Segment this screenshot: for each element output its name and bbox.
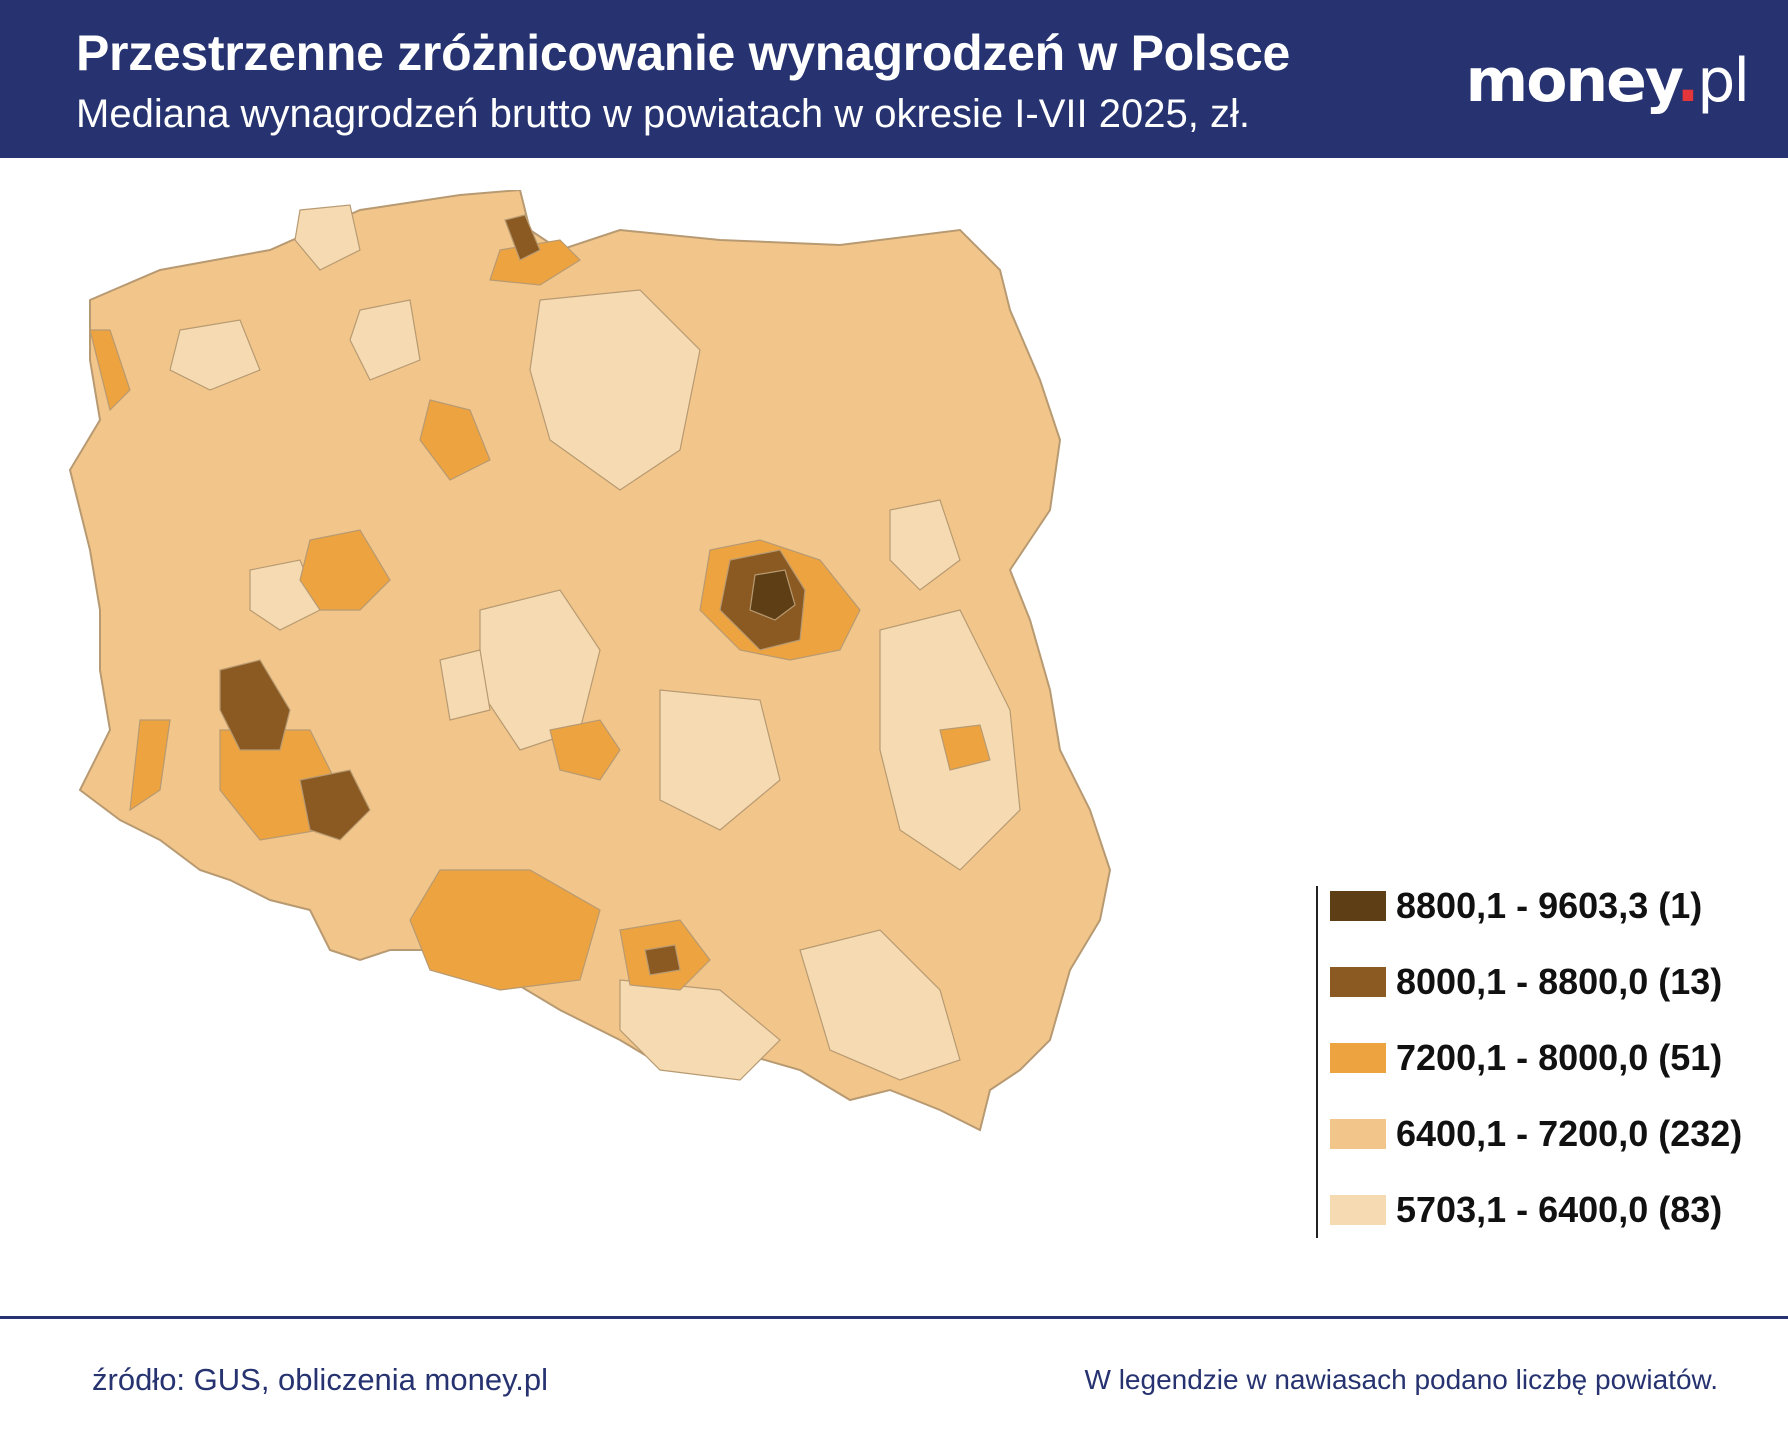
header-banner: Przestrzenne zróżnicowanie wynagrodzeń w… [0, 0, 1788, 158]
legend-item-class-1: 8800,1 - 9603,3 (1) [1330, 885, 1703, 926]
legend-item-class-2: 8000,1 - 8800,0 (13) [1330, 961, 1723, 1002]
poland-choropleth-map [60, 188, 1280, 1300]
legend-label-class-1: 8800,1 - 9603,3 (1) [1396, 885, 1703, 926]
region-kujawy [529, 289, 701, 491]
region-szczecin-area [89, 329, 131, 412]
region-lodz-city [549, 719, 621, 781]
legend-swatch-class-3 [1330, 1043, 1386, 1073]
region-malopolska-south [619, 979, 781, 1081]
map-svg [68, 188, 1112, 1132]
region-krakow [644, 944, 681, 976]
region-pomerania-north [294, 204, 361, 271]
legend-label-class-4: 6400,1 - 7200,0 (232) [1396, 1113, 1743, 1154]
legend-item-class-5: 5703,1 - 6400,0 (83) [1330, 1189, 1723, 1230]
money-pl-logo: money.pl [1465, 46, 1750, 116]
region-podlasie [889, 499, 961, 591]
legend-item-class-3: 7200,1 - 8000,0 (51) [1330, 1037, 1723, 1078]
region-wroclaw [299, 769, 371, 841]
logo-suffix: pl [1697, 46, 1750, 116]
legend-explanation: W legendzie w nawiasach podano liczbę po… [1084, 1364, 1719, 1395]
source-note: źródło: GUS, obliczenia money.pl [92, 1362, 549, 1397]
region-upper-silesia [409, 869, 601, 991]
page-subtitle: Mediana wynagrodzeń brutto w powiatach w… [76, 92, 1250, 136]
region-sieradz [439, 649, 491, 721]
region-gdansk-area [489, 239, 581, 286]
region-poznan-area [299, 529, 391, 611]
low-class-regions [169, 204, 1021, 1081]
region-central-pomerania [349, 299, 421, 381]
legend-label-class-3: 7200,1 - 8000,0 (51) [1396, 1037, 1723, 1078]
region-west-pomerania [169, 319, 261, 391]
page-title: Przestrzenne zróżnicowanie wynagrodzeń w… [76, 25, 1291, 81]
legend-swatch-class-5 [1330, 1195, 1386, 1225]
legend-swatch-class-1 [1330, 891, 1386, 921]
legend-swatch-class-4 [1330, 1119, 1386, 1149]
legend-item-class-4: 6400,1 - 7200,0 (232) [1330, 1113, 1743, 1154]
logo-dot: . [1676, 46, 1699, 116]
region-bydgoszcz-torun [419, 399, 491, 481]
map-legend: 8800,1 - 9603,3 (1) 8000,1 - 8800,0 (13)… [1316, 885, 1786, 1238]
region-podkarpacie [799, 929, 961, 1081]
region-legnica [129, 719, 171, 812]
legend-swatch-class-2 [1330, 967, 1386, 997]
region-lubin-glogow [219, 659, 291, 751]
logo-main: money [1465, 46, 1679, 116]
legend-label-class-5: 5703,1 - 6400,0 (83) [1396, 1189, 1723, 1230]
region-warsaw-city [749, 569, 796, 621]
footer-divider [0, 1316, 1788, 1319]
legend-label-class-2: 8000,1 - 8800,0 (13) [1396, 961, 1723, 1002]
region-lublin-city [939, 724, 991, 771]
region-sopot-gdynia [504, 214, 541, 261]
region-swietokrzyskie [659, 689, 781, 831]
